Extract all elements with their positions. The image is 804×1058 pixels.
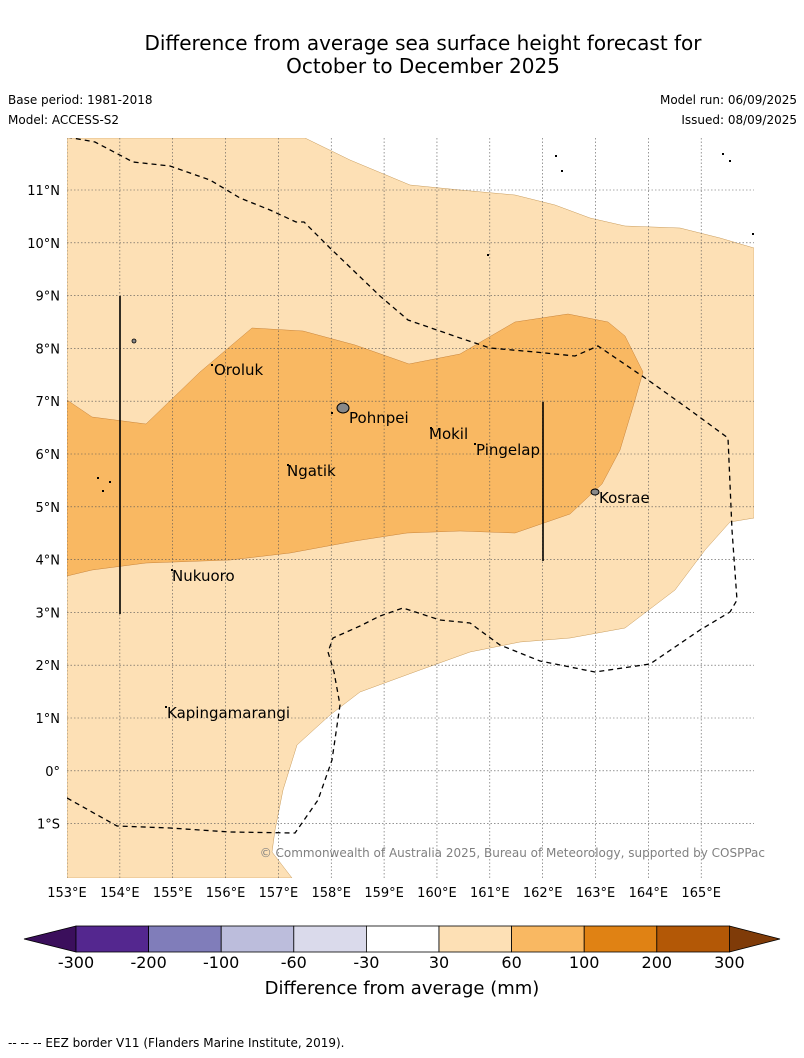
place-label-kosrae: Kosrae — [599, 489, 650, 507]
place-label-pohnpei: Pohnpei — [349, 409, 409, 427]
copyright-notice: © Commonwealth of Australia 2025, Bureau… — [260, 846, 765, 860]
lat-tick-label: 3°N — [36, 606, 61, 621]
colorbar-segment — [220, 925, 295, 953]
place-label-pingelap: Pingelap — [476, 441, 540, 459]
lat-tick-label: 0° — [45, 765, 60, 780]
islet — [131, 338, 137, 344]
colorbar-tick-label: -300 — [57, 953, 95, 972]
colorbar-tick-label: 60 — [501, 953, 522, 972]
place-label-nukuoro: Nukuoro — [172, 567, 235, 585]
colorbar-segment — [511, 925, 585, 953]
lat-tick-label: 1°N — [36, 712, 61, 727]
lon-tick-label: 159°E — [364, 886, 404, 901]
lon-tick-label: 155°E — [153, 886, 193, 901]
place-label-oroluk: Oroluk — [214, 361, 263, 379]
lat-tick-label: 1°S — [37, 818, 60, 833]
colorbar-tick-label: -60 — [280, 953, 307, 972]
colorbar-tick-label: 30 — [428, 953, 450, 972]
lat-tick-label: 2°N — [36, 659, 61, 674]
colorbar-tick-label: 200 — [641, 953, 673, 972]
model-run-date: Model run: 06/09/2025 — [659, 93, 797, 107]
lat-tick-label: 6°N — [36, 448, 61, 463]
graticule — [67, 138, 754, 878]
eez-border — [67, 138, 738, 834]
title-line-1: Difference from average sea surface heig… — [144, 31, 702, 55]
lon-tick-label: 158°E — [311, 886, 351, 901]
lat-tick-label: 7°N — [36, 395, 61, 410]
colorbar-segment — [148, 925, 222, 953]
lon-tick-label: 156°E — [206, 886, 246, 901]
lat-tick-label: 10°N — [27, 237, 60, 252]
colorbar-extend-high — [729, 925, 781, 953]
lon-tick-label: 161°E — [470, 886, 510, 901]
issued-date: Issued: 08/09/2025 — [681, 113, 797, 127]
base-period: Base period: 1981-2018 — [8, 93, 153, 107]
colorbar-tick-label: -100 — [203, 953, 240, 972]
lon-tick-label: 157°E — [259, 886, 299, 901]
colorbar-segment — [293, 925, 367, 953]
lon-tick-label: 162°E — [523, 886, 563, 901]
lon-tick-label: 165°E — [681, 886, 721, 901]
atoll-dots — [97, 153, 754, 708]
model-name: Model: ACCESS-S2 — [8, 113, 120, 127]
colorbar-extend-low — [23, 925, 77, 953]
map-title: Difference from average sea surface heig… — [0, 32, 804, 78]
lon-tick-label: 164°E — [629, 886, 669, 901]
sea-level-map: 11°N 10°N 9°N 8°N 7°N 6°N 5°N 4°N 3°N 2°N 1°N 0° 1°S… — [27, 138, 765, 901]
eez-footnote: -- -- -- EEZ border V11 (Flanders Marine… — [8, 1036, 345, 1050]
lat-tick-label: 9°N — [36, 290, 61, 305]
lat-tick-label: 8°N — [36, 342, 61, 357]
colorbar-segment — [583, 925, 658, 953]
colorbar-tick-label: 300 — [714, 953, 745, 972]
place-label-ngatik: Ngatik — [287, 462, 336, 480]
pohnpei-island — [336, 402, 350, 414]
colorbar-segment — [438, 925, 512, 953]
colorbar-segment — [75, 925, 149, 953]
colorbar-tick-label: -200 — [130, 953, 167, 972]
colorbar-label: Difference from average (mm) — [264, 978, 540, 999]
lon-tick-label: 154°E — [100, 886, 140, 901]
lat-tick-label: 11°N — [27, 184, 60, 199]
anomaly-band-60-100 — [67, 313, 644, 577]
lon-tick-label: 163°E — [576, 886, 616, 901]
colorbar-tick-label: -30 — [353, 953, 380, 972]
colorbar-segment — [656, 925, 730, 953]
lon-tick-label: 153°E — [47, 886, 87, 901]
lat-tick-label: 5°N — [36, 501, 61, 516]
place-label-mokil: Mokil — [429, 425, 468, 443]
place-label-kapingamarangi: Kapingamarangi — [167, 704, 290, 722]
colorbar-tick-label: 100 — [568, 953, 600, 972]
lon-tick-label: 160°E — [417, 886, 457, 901]
lat-tick-label: 4°N — [36, 554, 61, 569]
kosrae-island — [590, 488, 600, 496]
colorbar-segment — [365, 925, 440, 953]
title-line-2: October to December 2025 — [286, 54, 560, 78]
